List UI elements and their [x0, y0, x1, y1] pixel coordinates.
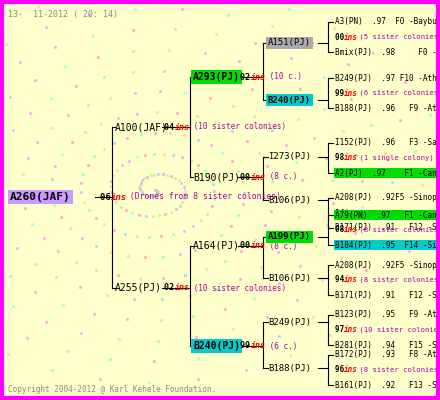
Text: 00: 00 [335, 32, 349, 42]
Text: B240(PJ): B240(PJ) [193, 341, 240, 351]
Text: B171(PJ)  .91   F12 -Sinop62R: B171(PJ) .91 F12 -Sinop62R [335, 290, 440, 300]
Text: B161(PJ)  .92   F13 -Sinop62R: B161(PJ) .92 F13 -Sinop62R [335, 380, 440, 390]
Text: ins: ins [344, 88, 357, 98]
Text: ins: ins [251, 342, 266, 350]
Text: ins: ins [344, 276, 357, 284]
Text: (8 sister colonies): (8 sister colonies) [355, 227, 440, 233]
Text: I273(PJ): I273(PJ) [268, 152, 311, 162]
Text: 96: 96 [335, 366, 349, 374]
Text: (8 c.): (8 c.) [265, 242, 297, 250]
Text: (5 sister colonies): (5 sister colonies) [355, 34, 440, 40]
Text: (1 single colony): (1 single colony) [355, 155, 433, 161]
Text: (8 sister colonies): (8 sister colonies) [355, 277, 440, 283]
Text: 13-  11-2012 ( 20: 14): 13- 11-2012 ( 20: 14) [8, 10, 118, 19]
Text: A164(PJ): A164(PJ) [193, 241, 240, 251]
Text: B123(PJ)  .95   F9 -AthosSt80R: B123(PJ) .95 F9 -AthosSt80R [335, 310, 440, 320]
Text: 99: 99 [240, 342, 255, 350]
Text: A208(PJ)  .92F5 -SinopEgg86R: A208(PJ) .92F5 -SinopEgg86R [335, 194, 440, 202]
Text: B190(PJ): B190(PJ) [193, 172, 240, 182]
Text: 99: 99 [335, 88, 349, 98]
Text: ins: ins [251, 242, 266, 250]
Text: (8 sister colonies): (8 sister colonies) [355, 367, 440, 373]
Text: B188(PJ): B188(PJ) [268, 364, 311, 372]
Text: ins: ins [344, 32, 357, 42]
Text: A100(JAF): A100(JAF) [115, 122, 168, 132]
Text: B281(PJ)  .94   F15 -Sinop62R: B281(PJ) .94 F15 -Sinop62R [335, 340, 440, 350]
Text: B249(PJ): B249(PJ) [268, 318, 311, 326]
Text: B188(PJ)  .96   F9 -AthosSt80R: B188(PJ) .96 F9 -AthosSt80R [335, 104, 440, 112]
Text: 00: 00 [240, 172, 255, 182]
Text: A260(JAF): A260(JAF) [10, 192, 71, 202]
Text: ins: ins [344, 326, 357, 334]
Text: ins: ins [344, 208, 357, 218]
Text: A293(PJ): A293(PJ) [193, 72, 240, 82]
Text: ins: ins [251, 172, 266, 182]
Text: ins: ins [344, 154, 357, 162]
Text: ins: ins [344, 366, 357, 374]
Text: (10 c.): (10 c.) [265, 72, 302, 82]
Text: ins: ins [344, 226, 357, 234]
Text: 04: 04 [164, 122, 179, 132]
Text: ins: ins [251, 72, 266, 82]
Text: 98: 98 [335, 154, 349, 162]
Text: A255(PJ): A255(PJ) [115, 283, 162, 293]
Text: A151(PJ): A151(PJ) [268, 38, 311, 48]
Text: 94: 94 [335, 276, 349, 284]
Text: I152(PJ)  .96   F3 -Sardast93R: I152(PJ) .96 F3 -Sardast93R [335, 138, 440, 148]
Text: B240(PJ): B240(PJ) [268, 96, 311, 104]
Text: 06: 06 [100, 192, 116, 202]
Text: Copyright 2004-2012 @ Karl Kehele Foundation.: Copyright 2004-2012 @ Karl Kehele Founda… [8, 385, 216, 394]
Text: Bmix(PJ)  .98     F0 -Buckfast: Bmix(PJ) .98 F0 -Buckfast [335, 48, 440, 56]
Text: ins: ins [175, 122, 190, 132]
Text: A208(PJ)  .92F5 -SinopEgg86R: A208(PJ) .92F5 -SinopEgg86R [335, 260, 440, 270]
Text: (10 sister colonies): (10 sister colonies) [189, 284, 286, 292]
Text: ins: ins [111, 192, 127, 202]
Text: A2(PJ)  .97    F1 -Cankiri97Q: A2(PJ) .97 F1 -Cankiri97Q [335, 168, 440, 178]
Text: (8 c.): (8 c.) [265, 172, 297, 182]
Text: A199(PJ): A199(PJ) [268, 232, 311, 242]
Text: 08: 08 [335, 226, 349, 234]
Text: (10 sister colonies): (10 sister colonies) [189, 122, 286, 132]
Text: (8 sister colonies): (8 sister colonies) [355, 210, 440, 216]
Text: B172(PJ)  .93   F8 -AthosSt80R: B172(PJ) .93 F8 -AthosSt80R [335, 350, 440, 360]
Text: (10 sister colonies): (10 sister colonies) [355, 327, 440, 333]
Text: 97: 97 [335, 326, 349, 334]
Text: (6 sister colonies): (6 sister colonies) [355, 90, 440, 96]
Text: 94: 94 [335, 208, 349, 218]
Text: B106(PJ): B106(PJ) [268, 196, 311, 204]
Text: 02: 02 [240, 72, 255, 82]
Text: B249(PJ)  .97 F10 -AthosSt80R: B249(PJ) .97 F10 -AthosSt80R [335, 74, 440, 82]
Text: ins: ins [175, 284, 190, 292]
Text: B184(PJ)  .95  F14 -Sinop62R: B184(PJ) .95 F14 -Sinop62R [335, 240, 440, 250]
Text: (6 c.): (6 c.) [265, 342, 297, 350]
Text: A79(PN)  .97   F1 -Cankiri97Q: A79(PN) .97 F1 -Cankiri97Q [335, 210, 440, 220]
Text: (Drones from 8 sister colonies): (Drones from 8 sister colonies) [125, 192, 281, 202]
Text: A3(PN)  .97  F0 -Bayburt98-3R: A3(PN) .97 F0 -Bayburt98-3R [335, 18, 440, 26]
Text: B171(PJ)  .91   F12 -Sinop62R: B171(PJ) .91 F12 -Sinop62R [335, 224, 440, 232]
Text: 02: 02 [164, 284, 179, 292]
Text: 00: 00 [240, 242, 255, 250]
Text: B106(PJ): B106(PJ) [268, 274, 311, 282]
